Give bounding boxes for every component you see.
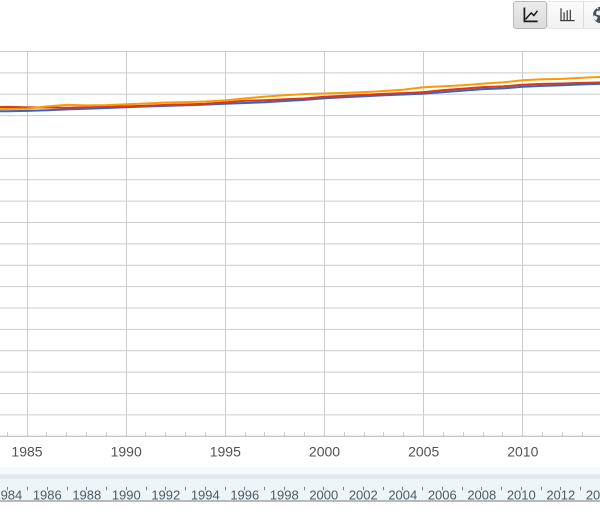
svg-text:2010: 2010 [507,488,536,503]
svg-text:1990: 1990 [111,443,142,459]
svg-text:2005: 2005 [408,443,439,459]
svg-text:2000: 2000 [309,488,338,503]
svg-text:1994: 1994 [191,488,220,503]
svg-text:1998: 1998 [270,488,299,503]
svg-text:1988: 1988 [72,488,101,503]
svg-text:2014: 2014 [586,488,600,503]
svg-text:2010: 2010 [507,443,538,459]
svg-text:1984: 1984 [0,488,22,503]
svg-text:2008: 2008 [467,488,496,503]
svg-text:2002: 2002 [349,488,378,503]
svg-text:1996: 1996 [230,488,259,503]
svg-text:2000: 2000 [309,443,340,459]
svg-text:2012: 2012 [546,488,575,503]
svg-text:1985: 1985 [11,443,42,459]
svg-text:1990: 1990 [112,488,141,503]
svg-text:2006: 2006 [428,488,457,503]
svg-text:1995: 1995 [210,443,241,459]
svg-text:2004: 2004 [388,488,417,503]
svg-text:1992: 1992 [151,488,180,503]
svg-text:1986: 1986 [33,488,62,503]
